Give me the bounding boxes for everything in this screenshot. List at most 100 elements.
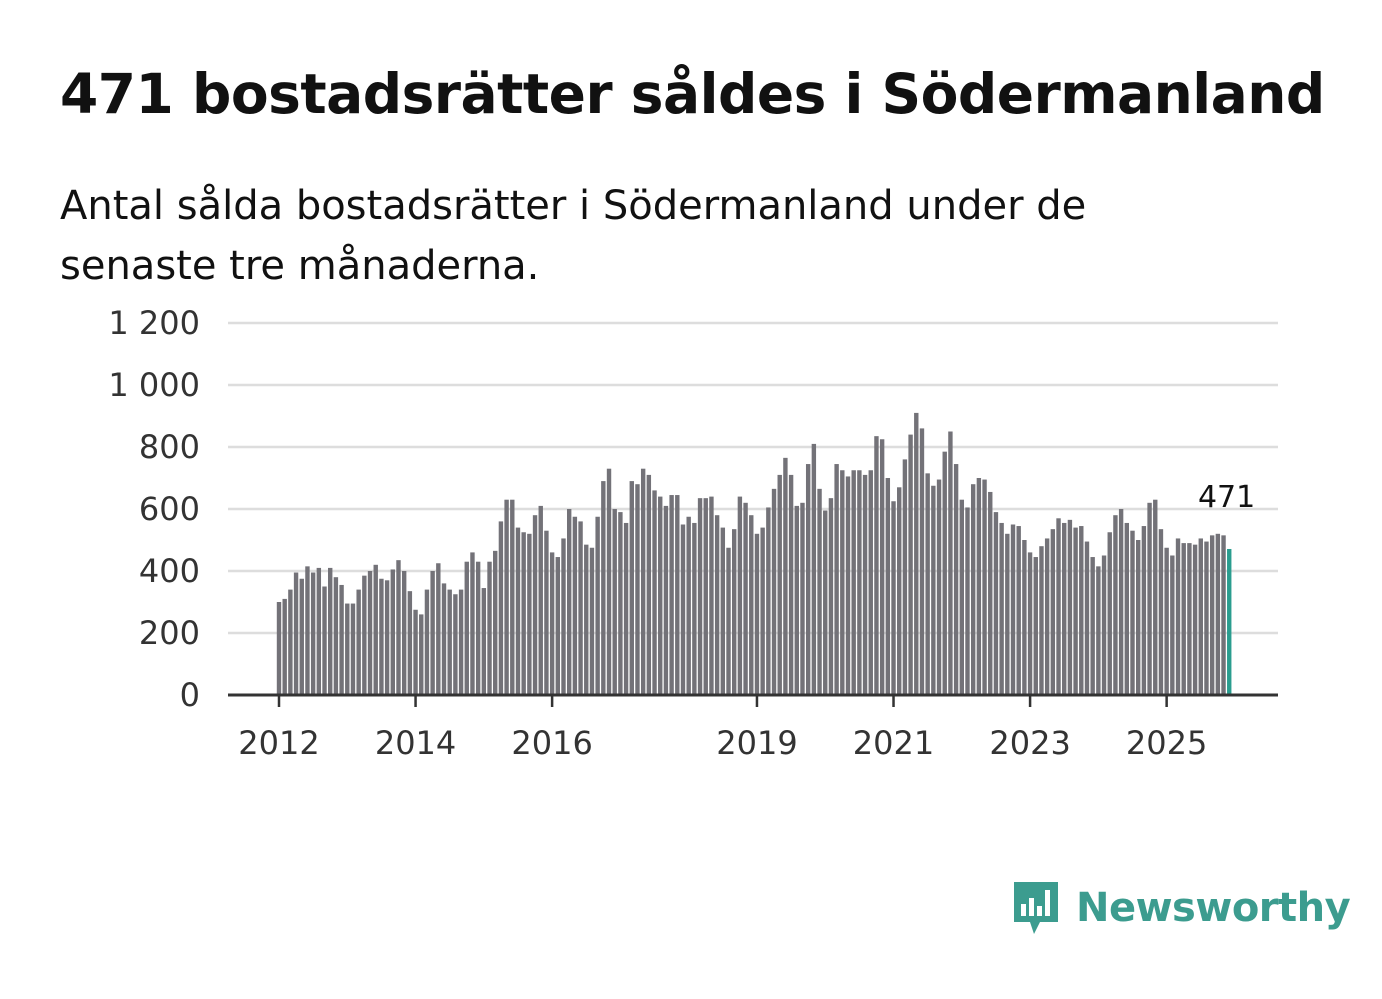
y-axis: 0 200 400 600 800 1 000 1 200 — [108, 304, 200, 714]
bar — [635, 484, 640, 695]
bar — [419, 614, 424, 695]
bar — [874, 436, 879, 695]
bar-chart-speech-bubble-icon — [1014, 882, 1058, 934]
bar — [584, 544, 589, 695]
bar — [1027, 552, 1033, 695]
y-tick-label: 200 — [139, 614, 200, 652]
bar — [1124, 522, 1130, 695]
bar — [879, 439, 885, 695]
bar — [527, 533, 532, 695]
bar — [663, 505, 669, 695]
y-tick-label: 0 — [180, 676, 200, 714]
bar-latest — [1227, 548, 1232, 695]
bar — [515, 527, 521, 695]
bar — [310, 572, 316, 695]
bar — [1170, 555, 1175, 695]
bar — [817, 488, 822, 695]
bar — [629, 481, 634, 695]
bar — [504, 499, 509, 695]
bar — [1044, 538, 1050, 695]
bar — [447, 589, 452, 695]
bar — [362, 575, 367, 695]
bar — [720, 527, 726, 695]
y-tick-label: 800 — [139, 428, 200, 466]
newsworthy-logo: Newsworthy — [1010, 878, 1351, 938]
bar — [595, 516, 600, 695]
bar — [1187, 543, 1192, 695]
bar — [726, 547, 731, 695]
bar — [1016, 526, 1021, 695]
bar — [328, 567, 333, 695]
bar — [521, 532, 526, 695]
bar — [652, 490, 657, 695]
bar — [1175, 538, 1181, 695]
bar — [470, 552, 475, 695]
bar — [777, 474, 782, 695]
bar — [891, 501, 896, 695]
bar — [487, 561, 492, 695]
bar — [959, 499, 964, 695]
bar — [686, 516, 691, 695]
bar — [424, 589, 430, 695]
y-tick-label: 1 000 — [108, 366, 200, 404]
bar — [737, 496, 743, 695]
bar — [897, 487, 902, 695]
bar — [305, 566, 310, 695]
bar — [914, 412, 919, 695]
bar — [868, 470, 873, 695]
bar — [976, 478, 982, 695]
bar — [464, 561, 469, 695]
bar — [1181, 543, 1186, 695]
bar — [407, 591, 413, 695]
x-tick-label: 2014 — [375, 724, 456, 762]
bar — [510, 499, 515, 695]
bar — [1033, 557, 1038, 695]
bar — [293, 572, 299, 695]
bar — [430, 571, 435, 695]
bar — [612, 509, 617, 695]
bar — [669, 495, 674, 695]
bar — [549, 552, 555, 695]
bar — [851, 470, 856, 695]
bar — [1062, 522, 1067, 695]
bar — [1164, 547, 1169, 695]
bar — [675, 495, 680, 695]
bar — [743, 502, 748, 695]
bar — [857, 470, 862, 695]
bar — [1153, 499, 1158, 695]
bar — [993, 512, 999, 695]
bar — [339, 584, 344, 695]
bar — [356, 589, 361, 695]
x-tick-label: 2012 — [238, 724, 319, 762]
bar — [1073, 527, 1078, 695]
bar — [396, 560, 401, 695]
bar — [606, 468, 612, 695]
bar — [390, 569, 395, 695]
bar — [862, 474, 868, 695]
bar — [697, 498, 703, 695]
bar — [771, 488, 777, 695]
bar — [760, 527, 765, 695]
bar — [538, 505, 543, 695]
bar — [1005, 533, 1010, 695]
y-tick-label: 1 200 — [108, 304, 200, 342]
bar — [1096, 566, 1101, 695]
bar — [754, 533, 760, 695]
bar — [692, 522, 697, 695]
bar — [322, 586, 327, 695]
bar — [1090, 557, 1095, 695]
bar — [1010, 524, 1016, 695]
bar — [1192, 544, 1198, 695]
bar — [458, 589, 464, 695]
bar — [475, 561, 481, 695]
bar — [561, 538, 566, 695]
bar — [544, 530, 549, 695]
bar — [714, 515, 720, 695]
bar — [566, 509, 572, 695]
bar — [413, 609, 418, 695]
bar — [1135, 540, 1141, 695]
y-tick-label: 600 — [139, 490, 200, 528]
bar — [925, 473, 930, 695]
bar — [1209, 535, 1215, 695]
bar — [823, 510, 828, 695]
